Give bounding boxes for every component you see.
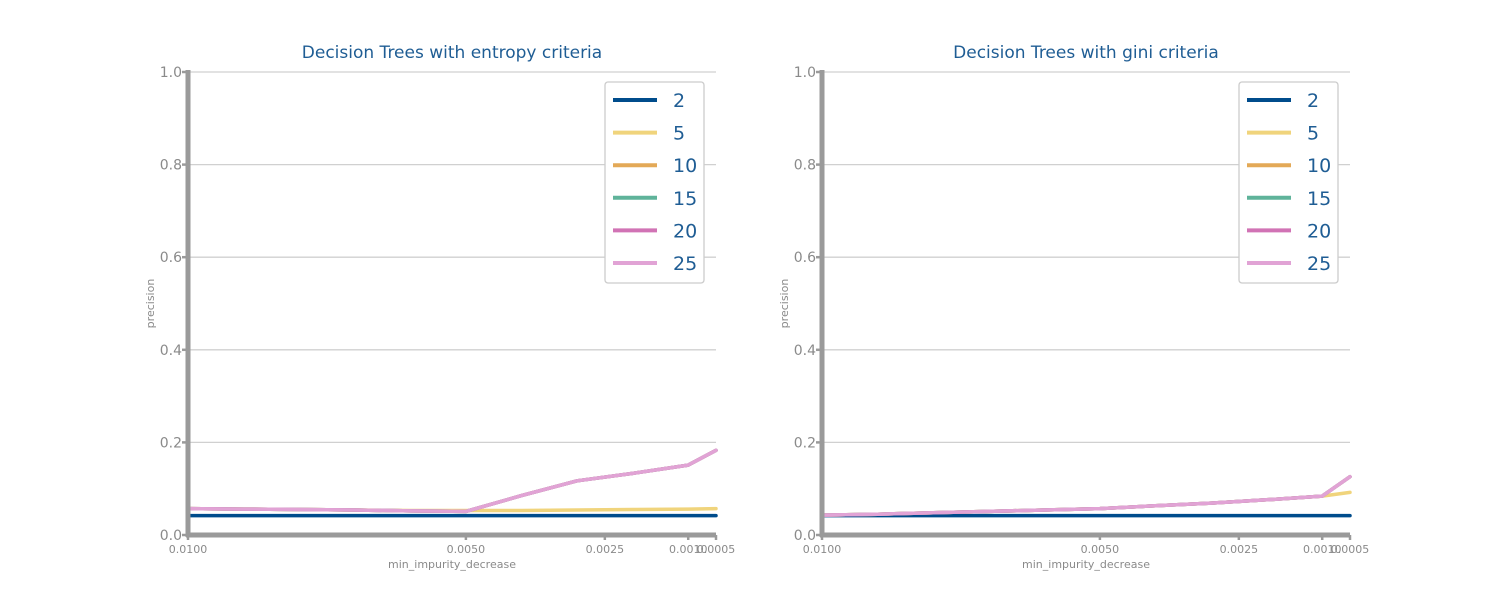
series-line-10 <box>186 448 718 514</box>
legend-label-25: 25 <box>673 253 697 275</box>
legend-label-25: 25 <box>1307 253 1331 275</box>
legend-label-10: 10 <box>1307 155 1331 177</box>
gini-chart-panel: 0.0 0.2 0.4 0.6 0.8 1.0 0.0100 0.0050 0.0025 0.00… <box>778 43 1369 571</box>
legend-label-2: 2 <box>673 90 685 112</box>
y-tick-label: 0.0 <box>794 528 816 544</box>
legend-label-5: 5 <box>673 123 685 145</box>
legend-label-20: 20 <box>1307 220 1331 242</box>
legend-label-15: 15 <box>673 188 697 210</box>
x-axis-label: min_impurity_decrease <box>388 558 516 571</box>
y-axis-label: precision <box>144 279 157 329</box>
series-line-15 <box>186 448 718 514</box>
y-tick-label: 0.2 <box>160 435 182 451</box>
y-axis-label: precision <box>778 279 791 329</box>
x-tick-label: 0.0025 <box>586 543 625 556</box>
y-tick-label: 0.4 <box>794 343 816 359</box>
chart-title: Decision Trees with entropy criteria <box>302 43 602 63</box>
y-tick-label: 1.0 <box>160 65 182 81</box>
legend-label-15: 15 <box>1307 188 1331 210</box>
y-tick-label: 0.8 <box>794 158 816 174</box>
x-tick-label: 0.0050 <box>1081 543 1120 556</box>
y-tick-label: 0.8 <box>160 158 182 174</box>
legend-label-2: 2 <box>1307 90 1319 112</box>
x-tick-label: 0.0050 <box>447 543 486 556</box>
chart-title: Decision Trees with gini criteria <box>953 43 1219 63</box>
series-line-25 <box>820 474 1352 517</box>
x-tick-label: 0.0005 <box>697 543 736 556</box>
x-tick-label: 0.0010 <box>1303 543 1342 556</box>
x-tick-label: 0.0010 <box>669 543 708 556</box>
x-tick-label: 0.0005 <box>1331 543 1370 556</box>
series-line-5 <box>820 490 1352 517</box>
y-tick-label: 0.2 <box>794 435 816 451</box>
series-line-20 <box>186 448 718 514</box>
x-tick-label: 0.0100 <box>803 543 842 556</box>
series-line-25 <box>186 448 718 514</box>
y-tick-label: 0.0 <box>160 528 182 544</box>
x-tick-label: 0.0025 <box>1220 543 1259 556</box>
y-tick-label: 0.6 <box>794 250 816 266</box>
entropy-chart-panel: 0.0 0.2 0.4 0.6 0.8 1.0 0.0100 0.0050 0.0025 0.00… <box>144 43 735 571</box>
x-axis-label: min_impurity_decrease <box>1022 558 1150 571</box>
y-tick-label: 0.4 <box>160 343 182 359</box>
legend-label-20: 20 <box>673 220 697 242</box>
y-tick-label: 0.6 <box>160 250 182 266</box>
x-tick-label: 0.0100 <box>169 543 208 556</box>
y-tick-label: 1.0 <box>794 65 816 81</box>
legend-label-5: 5 <box>1307 123 1319 145</box>
legend-label-10: 10 <box>673 155 697 177</box>
